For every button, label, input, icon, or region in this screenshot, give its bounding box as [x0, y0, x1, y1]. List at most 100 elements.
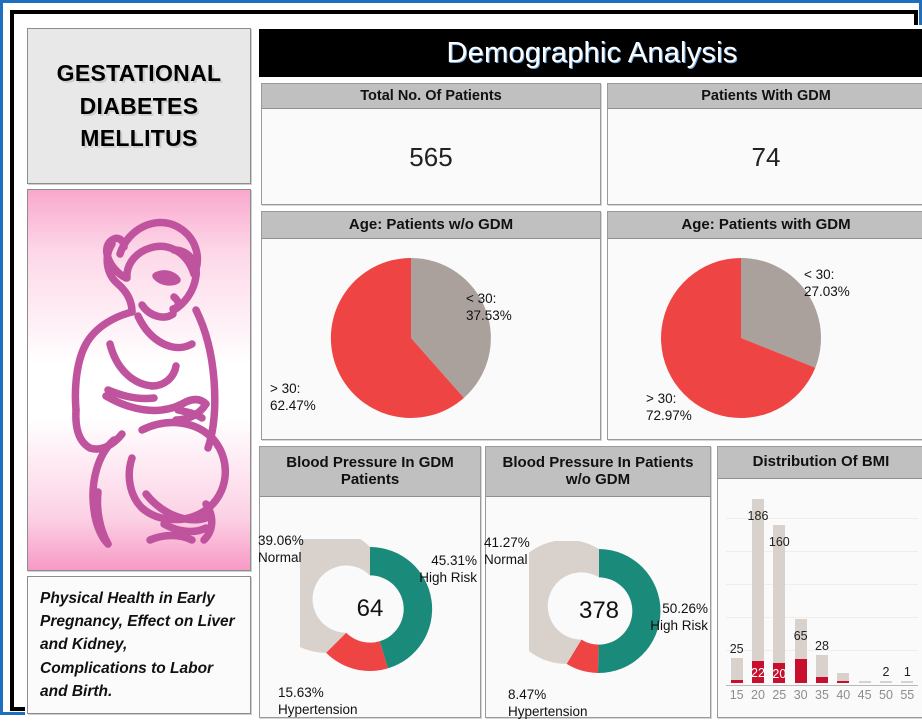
bmi-bar-total[interactable]: 25	[730, 642, 744, 683]
grid-line	[726, 551, 918, 552]
donut-slice-normal[interactable]	[300, 539, 370, 653]
bmi-bar-column[interactable]: 2	[880, 665, 892, 683]
chart-body: < 30: 27.03% > 30: 72.97%	[608, 239, 922, 439]
bmi-x-axis: 15 20 25 30 35 40 45 50 55	[726, 685, 918, 706]
donut-slice-high-risk[interactable]	[370, 546, 433, 669]
donut-label-high-risk: 45.31% High Risk	[419, 553, 477, 585]
bmi-x-tick: 35	[815, 688, 829, 702]
bmi-bar-value-label: 25	[729, 642, 744, 657]
pie-slice-under30[interactable]	[741, 258, 822, 368]
bmi-bar-gdm-label: 22	[751, 666, 765, 681]
page-title: Demographic Analysis	[446, 36, 738, 69]
bmi-x-tick: 15	[729, 688, 744, 702]
dashboard-title: GESTATIONAL DIABETES MELLITUS	[56, 60, 222, 152]
bmi-bar-gdm[interactable]	[730, 680, 743, 683]
pie-label-over30: > 30: 62.47%	[270, 381, 316, 413]
donut-slice-hypertension[interactable]	[566, 639, 599, 673]
bmi-x-tick: 30	[793, 688, 808, 702]
pie-label-under30: < 30: 37.53%	[466, 291, 512, 323]
bmi-bar-total[interactable]: 186 22	[748, 498, 768, 683]
bmi-bar-column[interactable]	[837, 673, 850, 683]
donut-label-normal: 41.27% Normal	[484, 535, 530, 567]
bmi-x-tick: 25	[772, 688, 787, 702]
bmi-bar-column[interactable]: 25	[730, 642, 744, 683]
donut-slice-high-risk[interactable]	[598, 549, 661, 674]
bmi-bar-column[interactable]: 65	[793, 618, 808, 683]
donut-slice-hypertension[interactable]	[326, 632, 388, 672]
bmi-x-tick: 45	[857, 688, 872, 702]
donut-label-hypertension: 15.63% Hypertension	[278, 685, 358, 717]
bmi-x-tick: 40	[836, 688, 851, 702]
chart-card-bmi-distribution: Distribution Of BMI 25 186 22 160 20 65 28 2 1 1…	[717, 446, 922, 718]
chart-card-bp-without-gdm: Blood Pressure In Patients w/o GDM 378 5…	[484, 446, 711, 719]
grid-line	[726, 650, 918, 651]
bmi-bar-gdm-label: 20	[772, 667, 787, 681]
pie-chart-age-without-gdm[interactable]	[326, 253, 496, 423]
kpi-card-value: 74	[751, 141, 781, 172]
chart-title: Blood Pressure In Patients w/o GDM	[486, 447, 710, 497]
pie-chart-age-with-gdm[interactable]	[656, 253, 826, 423]
chart-body: 378 50.26% High Risk 8.47% Hypertension …	[484, 497, 710, 719]
pie-label-under30: < 30: 27.03%	[804, 267, 850, 299]
pie-label-over30: > 30: 72.97%	[646, 391, 692, 423]
bmi-bar-gdm[interactable]	[752, 661, 764, 683]
donut-slice-normal[interactable]	[529, 541, 599, 664]
donut-chart-bp-gdm[interactable]	[300, 539, 440, 679]
kpi-card-total-patients: Total No. Of Patients 565	[261, 83, 601, 205]
grid-line	[726, 617, 918, 618]
donut-label-high-risk: 50.26% High Risk	[650, 601, 708, 633]
bmi-bar-column[interactable]: 160 20	[769, 524, 790, 683]
kpi-card-patients-with-gdm: Patients With GDM 74	[607, 83, 922, 205]
bmi-bar-column[interactable]	[858, 681, 871, 683]
bmi-bar-gdm[interactable]	[773, 663, 786, 683]
pregnant-woman-illustration-panel	[27, 189, 251, 571]
sidebar-note-panel: Physical Health in Early Pregnancy, Effe…	[27, 576, 251, 714]
bmi-bar-column[interactable]: 1	[901, 665, 914, 683]
kpi-card-title: Total No. Of Patients	[262, 84, 600, 109]
pie-slice-under30[interactable]	[411, 258, 491, 398]
chart-title: Blood Pressure In GDM Patients	[260, 447, 480, 497]
bmi-bar-value-label: 160	[768, 534, 790, 549]
bmi-bar-total[interactable]: 1	[901, 665, 914, 683]
bmi-bar-column[interactable]: 186 22	[748, 498, 768, 683]
chart-title: Distribution Of BMI	[718, 447, 922, 479]
chart-title: Age: Patients with GDM	[608, 212, 922, 239]
bmi-bar-value-label: 1	[903, 665, 911, 679]
pie-slice-over30[interactable]	[330, 257, 464, 418]
chart-card-bp-gdm-patients: Blood Pressure In GDM Patients 64 45.31%…	[258, 446, 481, 718]
bmi-bar-total[interactable]: 28	[815, 639, 829, 683]
bmi-x-tick: 50	[879, 688, 893, 702]
chart-card-age-with-gdm: Age: Patients with GDM < 30: 27.03% > 30…	[607, 211, 922, 440]
bmi-x-tick: 55	[900, 688, 915, 702]
donut-chart-bp-without-gdm[interactable]	[529, 541, 669, 681]
dashboard-canvas: GESTATIONAL DIABETES MELLITUS	[25, 25, 922, 719]
grid-line	[726, 584, 918, 585]
bmi-bar-total[interactable]: 160 20	[769, 524, 790, 683]
chart-title: Age: Patients w/o GDM	[262, 212, 600, 239]
grid-line	[726, 518, 918, 519]
bmi-bar-total[interactable]: 2	[880, 665, 892, 683]
bmi-bar-total[interactable]: 65	[793, 618, 808, 683]
bmi-bar-value-label: 65	[793, 628, 808, 643]
sidebar: GESTATIONAL DIABETES MELLITUS	[25, 25, 253, 718]
chart-body: 64 45.31% High Risk 15.63% Hypertension …	[258, 497, 480, 717]
bmi-bar-value-label: 186	[747, 508, 769, 523]
bmi-plot-area[interactable]: 25 186 22 160 20 65 28 2 1	[726, 485, 918, 683]
bmi-bar-column[interactable]: 28	[815, 639, 829, 683]
bmi-bar-value-label: 28	[815, 639, 829, 654]
pregnant-woman-icon	[71, 218, 230, 548]
dashboard-inner-frame: GESTATIONAL DIABETES MELLITUS	[10, 10, 922, 719]
bmi-bar-gdm[interactable]	[816, 677, 828, 683]
dashboard-title-panel: GESTATIONAL DIABETES MELLITUS	[27, 28, 251, 184]
kpi-card-value: 565	[409, 141, 453, 172]
donut-label-normal: 39.06% Normal	[258, 533, 304, 565]
bmi-bar-gdm[interactable]	[794, 659, 807, 683]
donut-label-hypertension: 8.47% Hypertension	[508, 687, 588, 719]
bmi-bar-total[interactable]	[858, 681, 871, 683]
bmi-bar-gdm[interactable]	[837, 681, 850, 683]
pie-slice-over30[interactable]	[661, 258, 816, 418]
page-header-bar: Demographic Analysis	[259, 29, 922, 77]
bmi-bar-total[interactable]	[837, 673, 850, 683]
chart-body: 25 186 22 160 20 65 28 2 1 15 20 25 30 35 40 45 50 55	[718, 479, 922, 717]
